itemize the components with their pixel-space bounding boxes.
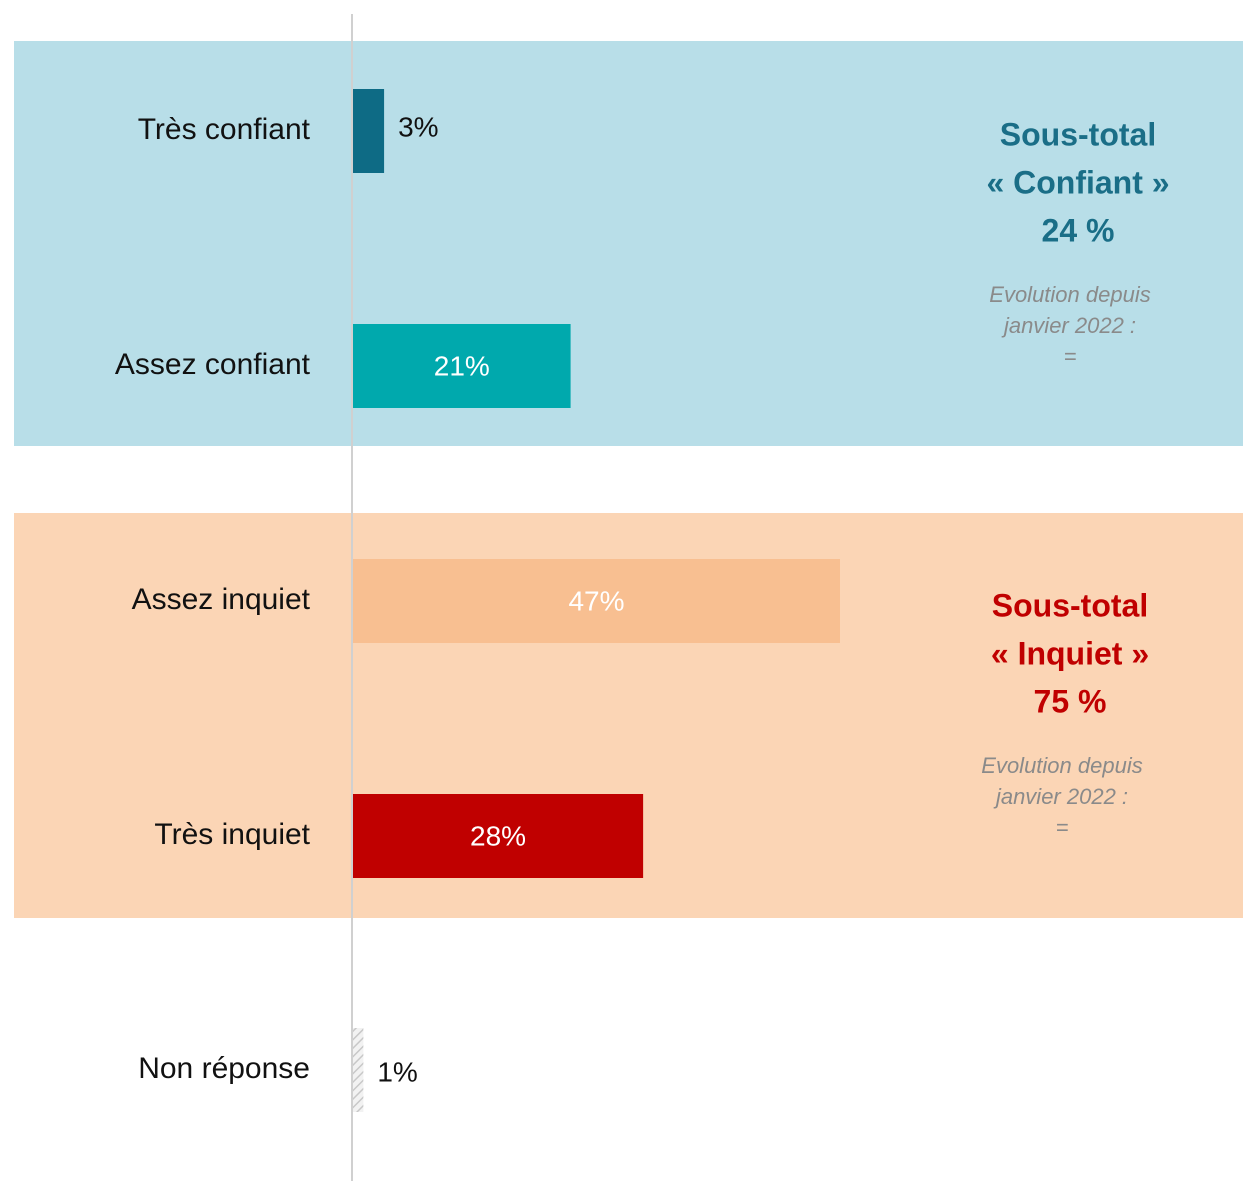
subtotal-text: Sous-total <box>992 587 1148 623</box>
bar <box>353 89 385 173</box>
evolution-note: Evolution depuis <box>981 753 1142 778</box>
value-label: 21% <box>434 350 490 381</box>
bar <box>353 1028 364 1112</box>
evolution-note: = <box>1064 344 1077 369</box>
subtotal-text: 75 % <box>1034 683 1107 719</box>
category-label: Assez inquiet <box>132 583 311 616</box>
subtotal-text: « Confiant » <box>986 164 1169 200</box>
subtotal-text: Sous-total <box>1000 116 1156 152</box>
evolution-note: janvier 2022 : <box>993 784 1128 809</box>
group-panel <box>14 41 1243 446</box>
category-label: Assez confiant <box>115 348 311 381</box>
bar <box>353 794 644 878</box>
value-label: 3% <box>398 111 438 142</box>
subtotal-text: 24 % <box>1042 212 1115 248</box>
subtotal-text: « Inquiet » <box>991 635 1149 671</box>
value-label: 1% <box>377 1056 417 1087</box>
category-label: Très confiant <box>138 113 311 146</box>
evolution-note: = <box>1056 815 1069 840</box>
category-label: Non réponse <box>138 1052 310 1085</box>
value-label: 47% <box>568 585 624 616</box>
evolution-note: janvier 2022 : <box>1001 313 1136 338</box>
bar <box>353 324 571 408</box>
value-label: 28% <box>470 820 526 851</box>
bar <box>353 559 840 643</box>
category-label: Très inquiet <box>154 818 310 851</box>
evolution-note: Evolution depuis <box>989 282 1150 307</box>
